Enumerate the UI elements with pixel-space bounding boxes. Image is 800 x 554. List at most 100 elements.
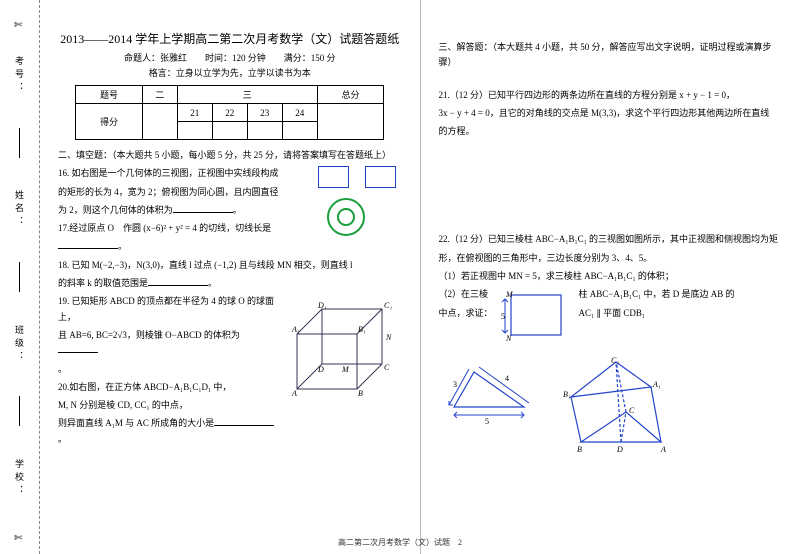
exam-meta2: 格言：立身以立学为先，立学以读书为本 — [58, 66, 402, 79]
binding-label-examno: 考号： — [13, 56, 26, 95]
q21-line: 3x − y + 4 = 0，且它的对角线的交点是 M(3,3)，求这个平行四边… — [439, 106, 783, 121]
svg-text:D: D — [616, 445, 623, 454]
q22-line: 中点，求证： — [439, 306, 493, 321]
right-column: 三、解答题：（本大题共 4 小题，共 50 分，解答应写出文字说明，证明过程或演… — [421, 0, 800, 554]
binding-line — [19, 128, 20, 158]
page: ✄ 考号： 姓名： 班级： 学校： ✄ 2013——2014 学年上学期高二第二… — [0, 0, 800, 554]
q18-line: 的斜率 k 的取值范围是。 — [58, 276, 402, 291]
svg-text:A₁: A₁ — [291, 325, 300, 334]
binding-label-school: 学校： — [13, 459, 26, 498]
q19-line: 19. 已知矩形 ABCD 的顶点都在半径为 4 的球 O 的球面上， — [58, 294, 276, 325]
q20c: 则异面直线 A₁M 与 AC 所成角的大小是 — [58, 418, 214, 428]
front-view-icon — [318, 166, 349, 188]
section3-title: 三、解答题：（本大题共 4 小题，共 50 分，解答应写出文字说明，证明过程或演… — [439, 40, 783, 71]
q22-line: 22.（12 分）已知三棱柱 ABC−A₁B₁C₁ 的三视图如图所示，其中正视图… — [439, 232, 783, 247]
cell: 三 — [177, 86, 317, 104]
q22e: 中点，求证： — [439, 308, 493, 318]
q20-line: M, N 分别是棱 CD, CC₁ 的中点， — [58, 398, 276, 413]
q21-line: 的方程。 — [439, 124, 783, 139]
blank — [173, 203, 233, 213]
cell: 总分 — [317, 86, 384, 104]
cell: 题号 — [76, 86, 143, 104]
binding-margin: ✄ 考号： 姓名： 班级： 学校： ✄ — [0, 0, 40, 554]
blank — [214, 416, 274, 426]
q22-line: 柱 ABC−A₁B₁C₁ 中，若 D 是底边 AB 的 — [579, 287, 782, 302]
cell: 23 — [247, 104, 282, 122]
svg-text:M: M — [341, 365, 350, 374]
svg-text:D₁: D₁ — [317, 301, 327, 310]
q22f: AC₁ ∥ 平面 CDB₁ — [579, 308, 646, 318]
table-row: 题号 二 三 总分 — [76, 86, 384, 104]
q16c: 为 2，则这个几何体的体积为 — [58, 205, 173, 215]
scissors-icon: ✄ — [14, 20, 22, 31]
svg-text:C: C — [629, 406, 635, 415]
q19b: 且 AB=6, BC=2√3，则棱锥 O−ABCD 的体积为 — [58, 330, 240, 340]
table-row: 得分 21 22 23 24 — [76, 104, 384, 122]
three-view-figures — [312, 166, 402, 242]
cell — [212, 122, 247, 140]
svg-text:C₁: C₁ — [611, 357, 619, 365]
exam-meta1: 命题人：张雅红 时间：120 分钟 满分：150 分 — [58, 51, 402, 64]
svg-text:A: A — [291, 389, 297, 398]
q16-line: 的矩形的长为 4，宽为 2；俯视图为同心圆，且内圆直径 — [58, 185, 312, 200]
top-view-circles — [316, 192, 376, 242]
cell — [177, 122, 212, 140]
cell: 22 — [212, 104, 247, 122]
cell: 二 — [142, 86, 177, 104]
cube-figure: A B C D A₁ B₁ C₁ D₁ M N — [282, 294, 402, 404]
svg-text:N: N — [385, 333, 392, 342]
svg-text:5: 5 — [501, 312, 505, 321]
exam-title: 2013——2014 学年上学期高二第二次月考数学（文）试题答题纸 — [58, 30, 402, 47]
blank — [148, 276, 208, 286]
q16-row: 16. 如右图是一个几何体的三视图，正视图中实线段构成 的矩形的长为 4，宽为 … — [58, 166, 402, 257]
q20-line: 20.如右图，在正方体 ABCD−A₁B₁C₁D₁ 中， — [58, 380, 276, 395]
q19-line: 且 AB=6, BC=2√3，则棱锥 O−ABCD 的体积为 — [58, 328, 276, 359]
svg-text:B₁: B₁ — [358, 325, 366, 334]
svg-text:A₁: A₁ — [652, 380, 661, 389]
q18-line: 18. 已知 M(−2,−3)，N(3,0)，直线 l 过点 (−1,2) 且与… — [58, 258, 402, 273]
q22-line: （2）在三棱 — [439, 287, 493, 302]
q20-line: 则异面直线 A₁M 与 AC 所成角的大小是。 — [58, 416, 276, 447]
blank — [58, 239, 118, 249]
q18b: 的斜率 k 的取值范围是 — [58, 278, 148, 288]
q17-line: 17.经过原点 O 作圆 (x−6)² + y² = 4 的切线，切线长是 — [58, 221, 312, 236]
svg-text:4: 4 — [505, 374, 509, 383]
svg-text:A: A — [660, 445, 666, 454]
binding-line — [19, 396, 20, 426]
prism-3d-figure: B A C D B₁ A₁ C₁ — [551, 357, 681, 459]
q22-line: AC₁ ∥ 平面 CDB₁ — [579, 306, 782, 321]
prism-figures: 5 3 4 B — [439, 357, 783, 459]
q16-line: 为 2，则这个几何体的体积为。 — [58, 203, 312, 218]
svg-text:C₁: C₁ — [384, 301, 392, 310]
side-view-icon — [365, 166, 396, 188]
svg-text:5: 5 — [485, 417, 489, 426]
top-view-triangle: 5 3 4 — [439, 357, 539, 429]
svg-text:B: B — [577, 445, 582, 454]
cell: 24 — [282, 104, 317, 122]
page-footer: 高二第二次月考数学（文）试题 2 — [0, 537, 800, 548]
cell: 得分 — [76, 104, 143, 140]
svg-text:N: N — [505, 334, 512, 343]
q17: 17.经过原点 O 作圆 (x−6)² + y² = 4 的切线，切线长是 — [58, 223, 271, 233]
q21-line: 21.（12 分）已知平行四边形的两条边所在直线的方程分别是 x + y − 1… — [439, 88, 783, 103]
cell — [282, 122, 317, 140]
section2-title: 二、填空题：（本大题共 5 小题，每小题 5 分，共 25 分，请将答案填写在答… — [58, 148, 402, 163]
cell — [247, 122, 282, 140]
q22-line: 形，在俯视图的三角形中，三边长度分别为 3、4、5。 — [439, 251, 783, 266]
q19-20-row: 19. 已知矩形 ABCD 的顶点都在半径为 4 的球 O 的球面上， 且 AB… — [58, 294, 402, 450]
svg-text:3: 3 — [453, 380, 457, 389]
blank — [58, 343, 98, 353]
svg-text:D: D — [317, 365, 324, 374]
cell: 21 — [177, 104, 212, 122]
q22-line: （1）若正视图中 MN = 5，求三棱柱 ABC−A₁B₁C₁ 的体积； — [439, 269, 783, 284]
score-table: 题号 二 三 总分 得分 21 22 23 24 — [75, 85, 384, 140]
binding-label-class: 班级： — [13, 325, 26, 364]
cell — [317, 104, 384, 140]
cell — [142, 104, 177, 140]
svg-text:C: C — [384, 363, 390, 372]
svg-text:M: M — [505, 290, 514, 299]
binding-line — [19, 262, 20, 292]
svg-text:B₁: B₁ — [563, 390, 571, 399]
svg-text:B: B — [358, 389, 363, 398]
binding-label-name: 姓名： — [13, 190, 26, 229]
